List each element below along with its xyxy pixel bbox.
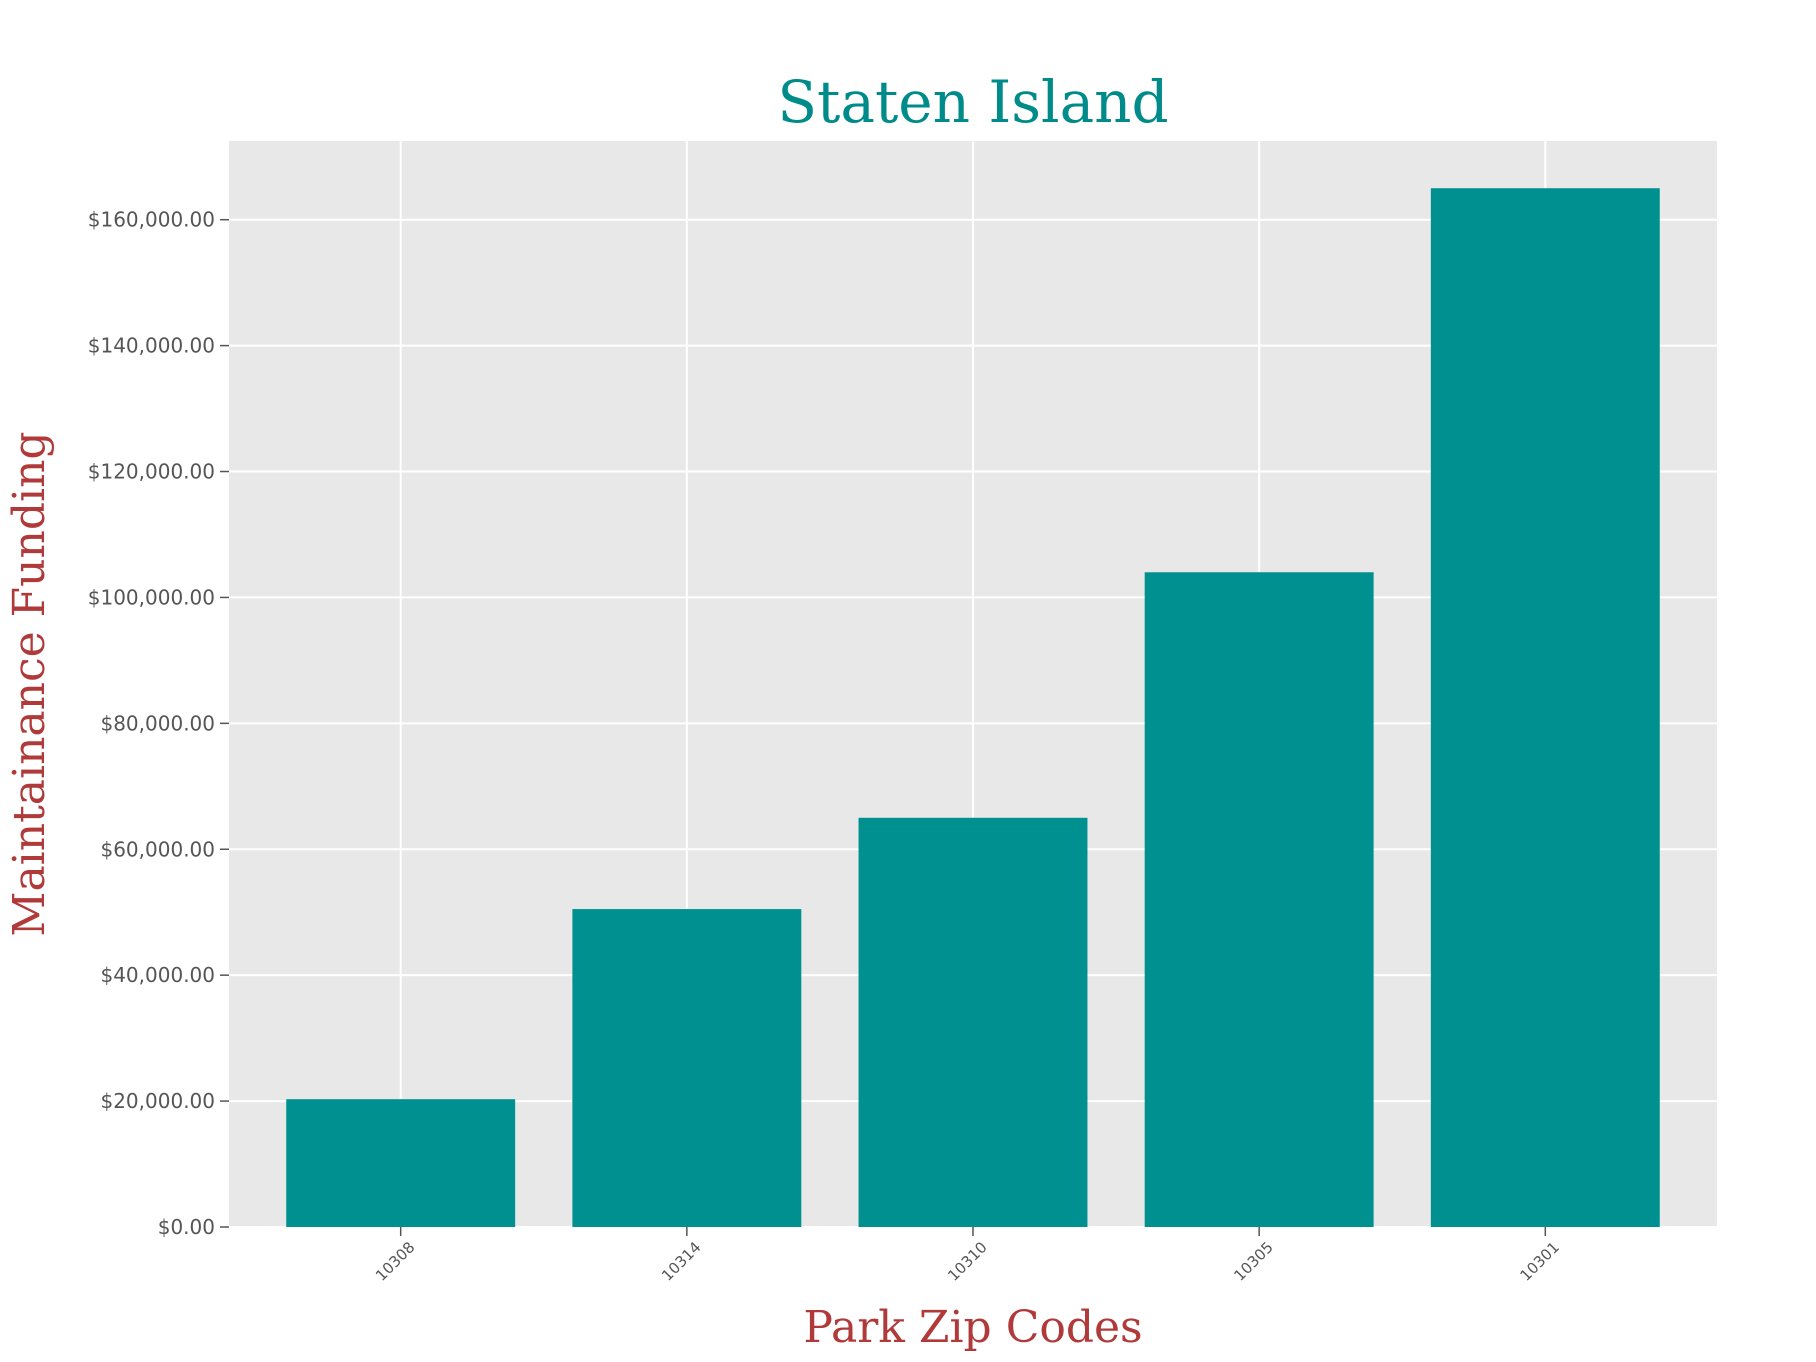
y-tick-label: $40,000.00 <box>100 963 215 987</box>
y-tick-label: $120,000.00 <box>88 460 215 484</box>
x-axis-ticks: 10308 10314 10310 10305 10301 <box>372 1227 1563 1285</box>
x-tick-label: 10314 <box>658 1238 704 1284</box>
x-tick-label: 10310 <box>944 1238 990 1284</box>
y-axis-label: Maintainance Funding <box>4 431 55 936</box>
bar-10308 <box>286 1099 516 1227</box>
y-tick-label: $20,000.00 <box>100 1089 215 1113</box>
x-tick-label: 10308 <box>372 1238 418 1284</box>
bar-10314 <box>572 909 802 1227</box>
chart-title: Staten Island <box>777 68 1168 136</box>
y-tick-label: $80,000.00 <box>100 711 215 735</box>
bar-10310 <box>858 817 1088 1227</box>
x-axis-label: Park Zip Codes <box>803 1302 1142 1353</box>
y-tick-label: $60,000.00 <box>100 837 215 861</box>
y-tick-label: $160,000.00 <box>88 208 215 232</box>
y-tick-label: $100,000.00 <box>88 585 215 609</box>
y-axis-ticks: $0.00 $20,000.00 $40,000.00 $60,000.00 $80,0… <box>88 208 229 1239</box>
y-tick-label: $0.00 <box>158 1215 215 1239</box>
x-tick-label: 10305 <box>1230 1238 1276 1284</box>
bars <box>286 188 1660 1227</box>
y-tick-label: $140,000.00 <box>88 334 215 358</box>
x-tick-label: 10301 <box>1517 1238 1563 1284</box>
bar-10301 <box>1430 188 1660 1227</box>
bar-10305 <box>1144 572 1374 1227</box>
